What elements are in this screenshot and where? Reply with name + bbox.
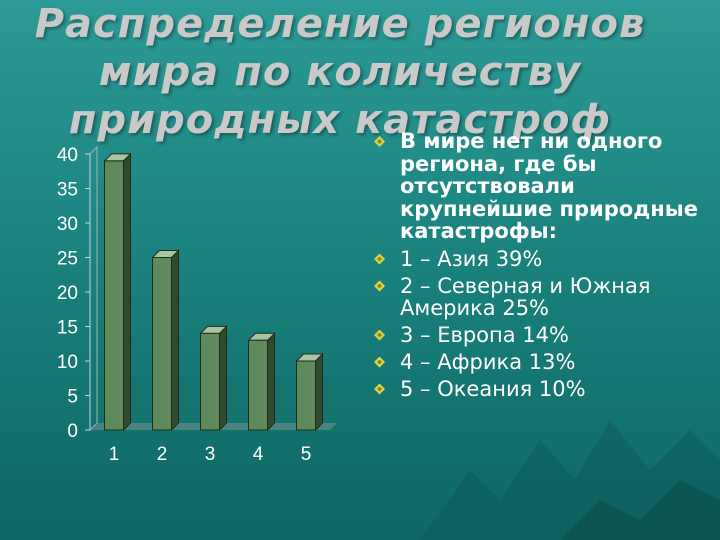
bar bbox=[104, 160, 124, 431]
x-category-label: 3 bbox=[205, 444, 216, 465]
bullet-heading-text: В мире нет ни одного региона, где бы отс… bbox=[400, 129, 698, 243]
diamond-bullet-icon bbox=[374, 253, 385, 265]
bullet-item: 4 – Африка 13% bbox=[370, 351, 715, 373]
bullet-heading-item: В мире нет ни одного региона, где бы отс… bbox=[370, 130, 715, 243]
y-tick-label: 20 bbox=[57, 283, 78, 304]
bullet-item: 2 – Северная и Южная Америка 25% bbox=[370, 275, 715, 319]
bullet-item: 3 – Европа 14% bbox=[370, 324, 715, 346]
x-category-label: 2 bbox=[157, 444, 168, 465]
bar bbox=[200, 332, 220, 431]
y-tick-label: 25 bbox=[57, 249, 78, 270]
diamond-bullet-icon bbox=[374, 280, 385, 292]
y-tick-label: 40 bbox=[57, 145, 78, 166]
diamond-bullet-icon bbox=[374, 383, 385, 395]
bullet-item-text: 4 – Африка 13% bbox=[400, 349, 576, 374]
bar-chart: 0 5 10 15 20 25 30 35 40 1 2 3 4 5 bbox=[50, 140, 360, 470]
diamond-bullet-icon bbox=[374, 329, 385, 341]
y-tick-label: 35 bbox=[57, 180, 78, 201]
bar-chart-svg: 0 5 10 15 20 25 30 35 40 1 2 3 4 5 bbox=[57, 145, 337, 465]
bullet-item: 5 – Океания 10% bbox=[370, 378, 715, 400]
bullet-item-text: 2 – Северная и Южная Америка 25% bbox=[400, 273, 651, 320]
bar-side bbox=[123, 152, 131, 432]
chart-side-wall bbox=[89, 145, 98, 432]
y-tick-label: 10 bbox=[57, 352, 78, 373]
bullet-item-text: 1 – Азия 39% bbox=[400, 246, 543, 271]
bar-side bbox=[219, 325, 227, 432]
y-tick-label: 30 bbox=[57, 214, 78, 235]
slide-title: Распределение регионов мира по количеств… bbox=[34, 1, 646, 143]
bar-side bbox=[267, 332, 275, 432]
bullet-item: 1 – Азия 39% bbox=[370, 248, 715, 270]
bar bbox=[152, 257, 172, 431]
x-category-label: 5 bbox=[301, 444, 312, 465]
bullet-item-text: 5 – Океания 10% bbox=[400, 376, 586, 401]
y-tick-label: 5 bbox=[67, 387, 78, 408]
x-category-label: 4 bbox=[253, 444, 264, 465]
bullet-list: В мире нет ни одного региона, где бы отс… bbox=[370, 130, 715, 400]
diamond-bullet-icon bbox=[374, 356, 385, 368]
bar-side bbox=[171, 249, 179, 432]
bar bbox=[248, 339, 268, 431]
bullet-item-text: 3 – Европа 14% bbox=[400, 322, 569, 347]
x-category-label: 1 bbox=[109, 444, 120, 465]
y-tick-label: 0 bbox=[67, 421, 78, 442]
diamond-bullet-icon bbox=[374, 136, 385, 147]
y-tick-label: 15 bbox=[57, 318, 78, 339]
bar-side bbox=[315, 352, 323, 432]
bar bbox=[296, 360, 316, 431]
